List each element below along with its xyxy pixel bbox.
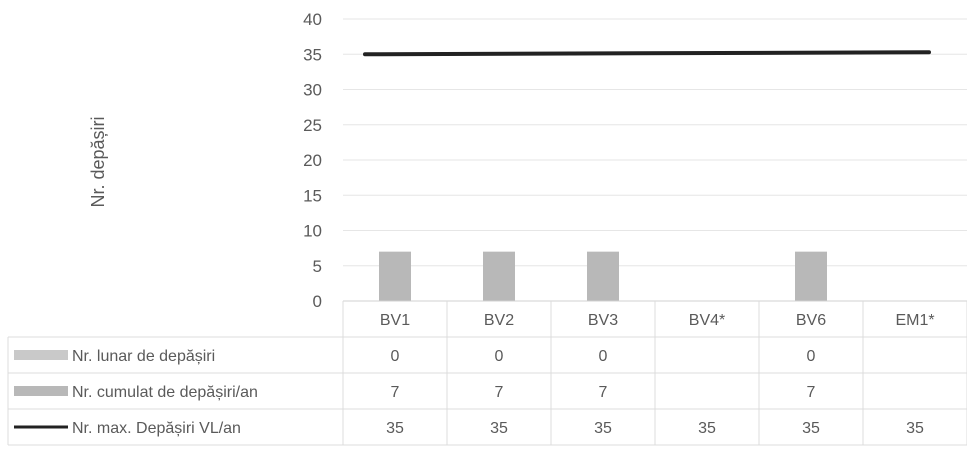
data-label: 0 — [495, 348, 504, 365]
data-label: 35 — [386, 420, 404, 437]
data-label: 7 — [599, 384, 608, 401]
data-label: 0 — [391, 348, 400, 365]
data-label: 7 — [391, 384, 400, 401]
data-label: 35 — [906, 420, 924, 437]
y-tick-label: 30 — [303, 81, 322, 100]
data-table: BV1 BV2 BV3 BV4* BV6 EM1* Nr. lunar de depășir… — [7, 300, 967, 446]
max-line — [363, 50, 931, 57]
y-tick-label: 35 — [303, 45, 322, 64]
bar-series — [379, 251, 827, 301]
data-label: 35 — [490, 420, 508, 437]
y-axis-ticks: 0 5 10 15 20 25 30 35 40 — [303, 10, 322, 311]
max-line-series — [363, 50, 931, 57]
legend-label: Nr. max. Depășiri VL/an — [72, 420, 241, 437]
bar-bv3 — [587, 251, 619, 301]
y-tick-label: 10 — [303, 222, 322, 241]
x-category-label: BV4* — [689, 312, 725, 329]
bar-bv2 — [483, 251, 515, 301]
data-label: 0 — [599, 348, 608, 365]
legend-label: Nr. lunar de depășiri — [72, 348, 215, 365]
y-tick-label: 0 — [313, 292, 322, 311]
legend-swatch — [14, 386, 68, 396]
data-label: 0 — [807, 348, 816, 365]
y-axis-label: Nr. depășiri — [88, 116, 108, 207]
bar-bv1 — [379, 251, 411, 301]
y-tick-label: 20 — [303, 151, 322, 170]
data-label: 35 — [802, 420, 820, 437]
x-category-label: BV6 — [796, 312, 826, 329]
x-category-label: BV2 — [484, 312, 514, 329]
data-label: 7 — [807, 384, 816, 401]
bar-bv6 — [795, 251, 827, 301]
y-tick-label: 25 — [303, 116, 322, 135]
data-label: 35 — [594, 420, 612, 437]
data-label: 7 — [495, 384, 504, 401]
y-tick-label: 5 — [313, 257, 322, 276]
x-category-label: BV1 — [380, 312, 410, 329]
x-category-label: BV3 — [588, 312, 618, 329]
gridlines — [343, 18, 967, 267]
data-label: 35 — [698, 420, 716, 437]
legend-swatch — [14, 350, 68, 360]
y-tick-label: 15 — [303, 186, 322, 205]
x-category-label: EM1* — [895, 312, 934, 329]
legend-label: Nr. cumulat de depășiri/an — [72, 384, 258, 401]
y-tick-label: 40 — [303, 10, 322, 29]
